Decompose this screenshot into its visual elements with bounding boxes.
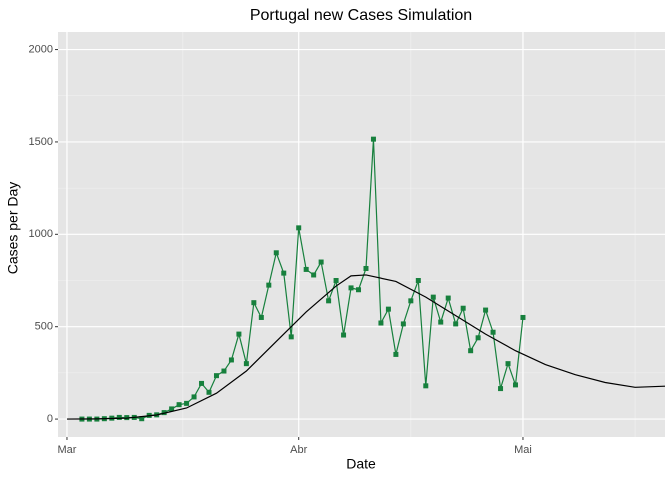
- x-tick-label: Mai: [514, 444, 532, 456]
- data-point: [356, 287, 362, 293]
- data-point: [213, 373, 219, 379]
- data-point: [512, 382, 518, 388]
- data-point: [243, 361, 249, 367]
- series-line: [66, 274, 666, 420]
- y-tick-label: 0: [47, 413, 53, 425]
- data-point: [393, 351, 399, 357]
- data-point: [400, 321, 406, 327]
- data-point: [408, 298, 414, 304]
- y-tick-label: 1500: [29, 136, 53, 148]
- y-tick-label: 2000: [29, 43, 53, 55]
- data-point: [206, 389, 212, 395]
- chart-title: Portugal new Cases Simulation: [250, 7, 472, 24]
- x-tick-label: Abr: [290, 444, 307, 456]
- data-point: [258, 314, 264, 320]
- data-point: [475, 335, 481, 341]
- data-point: [490, 329, 496, 335]
- data-point: [468, 348, 474, 354]
- data-point: [423, 383, 429, 389]
- data-point: [184, 400, 190, 406]
- data-point: [438, 319, 444, 325]
- data-point: [161, 410, 167, 416]
- data-point: [378, 320, 384, 326]
- data-point: [318, 259, 324, 265]
- data-point: [296, 225, 302, 231]
- data-point: [505, 361, 511, 367]
- data-point: [303, 266, 309, 272]
- data-point: [453, 321, 459, 327]
- data-point: [460, 305, 466, 311]
- data-point: [221, 368, 227, 374]
- data-point: [385, 306, 391, 312]
- x-tick-label: Mar: [57, 444, 76, 456]
- data-point: [498, 386, 504, 392]
- data-point: [288, 334, 294, 340]
- data-point: [266, 282, 272, 288]
- y-tick-label: 1000: [29, 228, 53, 240]
- data-point: [281, 270, 287, 276]
- data-point: [445, 295, 451, 301]
- data-point: [273, 250, 279, 256]
- data-point: [430, 294, 436, 300]
- data-point: [520, 314, 526, 320]
- y-tick-label: 500: [35, 321, 53, 333]
- data-point: [251, 300, 257, 306]
- data-point: [116, 414, 122, 420]
- y-axis-label: Cases per Day: [5, 182, 21, 275]
- data-point: [483, 307, 489, 313]
- x-axis-label: Date: [346, 456, 376, 472]
- data-point: [228, 357, 234, 363]
- data-point: [363, 265, 369, 271]
- data-point: [370, 136, 376, 142]
- data-point: [176, 402, 182, 408]
- data-point: [333, 278, 339, 284]
- data-point: [199, 380, 205, 386]
- data-point: [311, 272, 317, 278]
- data-point: [169, 406, 175, 412]
- data-point: [415, 278, 421, 284]
- data-point: [326, 298, 332, 304]
- data-point: [191, 394, 197, 400]
- data-point: [341, 332, 347, 338]
- data-point: [139, 416, 145, 422]
- data-point: [236, 331, 242, 337]
- data-point: [348, 285, 354, 291]
